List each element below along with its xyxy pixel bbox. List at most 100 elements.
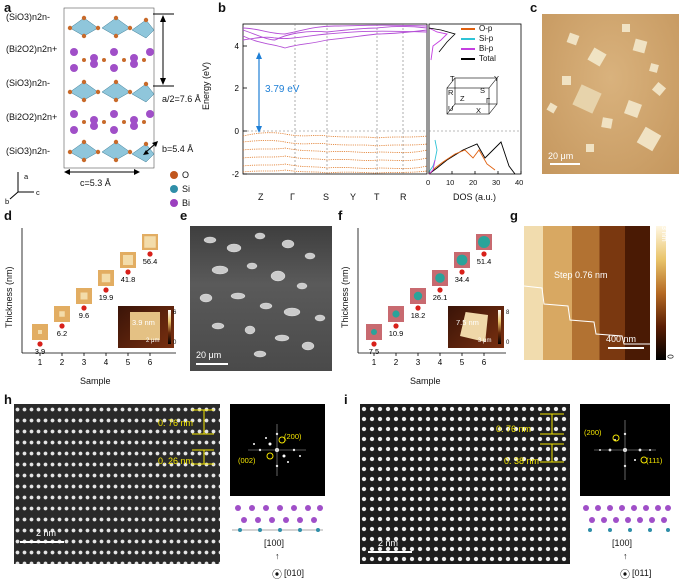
band-ylabel: Energy (eV) (201, 61, 211, 110)
panel-f-plot: 7.5 1 10.9 2 18.2 3 26.1 4 34.4 5 51.4 6 (357, 228, 506, 367)
panel-letter-h: h (4, 392, 12, 407)
panel-f-inset-flake (460, 312, 488, 342)
flake-shapes (546, 24, 667, 165)
panel-c-optical-image: 20 μm (542, 14, 679, 174)
thickness-label-6: 51.4 (477, 257, 492, 266)
panel-d-cb-max: 6 (173, 310, 177, 316)
thickness-label-2: 6.2 (57, 329, 67, 338)
sample-flake-2 (392, 310, 400, 318)
panel-d-xlabel: Sample (80, 376, 111, 386)
panel-letter-a: a (4, 0, 12, 15)
axis-label-a: a (24, 172, 29, 181)
legend-o: O (170, 168, 190, 182)
dos-legend-sip-label: Si-p (479, 34, 494, 43)
thickness-label-4: 26.1 (433, 293, 448, 302)
thickness-label-1: 3.9 (35, 347, 45, 356)
sample-tick-2: 2 (60, 358, 65, 367)
dos-tick-30: 30 (492, 178, 501, 187)
thickness-point-6 (147, 251, 153, 257)
thickness-point-4 (437, 287, 443, 293)
thickness-label-4: 19.9 (99, 293, 114, 302)
panel-a-crystal-structure: (SiO3)n2n- (Bi2O2)n2n+ (SiO3)n2n- (Bi2O2… (0, 0, 215, 208)
band-ytick-4: 4 (235, 42, 240, 51)
thickness-point-2 (59, 323, 65, 329)
band-ytick-neg2: -2 (232, 170, 240, 179)
panel-h-d1: 0. 76 nm (158, 418, 194, 428)
panel-i-hrtem: 0. 76 nm 0. 38 nm 2 nm (360, 404, 570, 564)
dos-legend-bip: Bi-p (461, 44, 496, 54)
layer-label-1: (SiO3)n2n- (6, 12, 51, 22)
band-ytick-2: 2 (235, 84, 240, 93)
panel-f-inset-colorbar (498, 310, 501, 344)
panel-i-annotations (368, 413, 564, 553)
bz-R: R (448, 88, 454, 97)
bz-S: S (480, 86, 486, 95)
layer-label-5: (SiO3)n2n- (6, 146, 51, 156)
thickness-label-5: 41.8 (121, 275, 136, 284)
brillouin-zone-diagram (446, 77, 498, 115)
sample-tick-5: 5 (126, 358, 131, 367)
bz-Z: Z (460, 94, 465, 103)
sample-tick-2: 2 (394, 358, 399, 367)
bz-Gamma: Γ (486, 96, 491, 105)
panel-h-d2: 0. 26 nm (158, 456, 194, 466)
sample-tick-4: 4 (104, 358, 109, 367)
thickness-point-1 (371, 341, 377, 347)
band-ytick-0: 0 (235, 127, 240, 136)
kpoint-Z: Z (258, 192, 264, 202)
layer-label-2: (Bi2O2)n2n+ (6, 44, 58, 54)
thickness-point-2 (393, 323, 399, 329)
panel-i-dir-top: [100] (612, 538, 633, 548)
band-dos-plot: 4 2 0 -2 (232, 23, 522, 179)
bz-U: U (448, 104, 454, 113)
panel-h-dir-top: [100] (264, 538, 285, 548)
sample-flake-5 (123, 255, 133, 265)
legend-si: Si (170, 182, 190, 196)
panel-letter-d: d (4, 208, 12, 223)
dos-legend-total-label: Total (479, 54, 496, 63)
panel-i-d1: 0. 76 nm (496, 424, 532, 434)
thickness-point-1 (37, 341, 43, 347)
panel-g-cb-max: 3 nm (660, 226, 667, 242)
panel-g-scale: 400 nm (606, 334, 637, 344)
step-profile-line (524, 285, 650, 349)
panel-d-inset-height: 3.9 nm (132, 318, 155, 327)
c-length-label: c=5.3 Å (80, 178, 111, 188)
thickness-point-3 (415, 305, 421, 311)
panel-f-cb-min: 0 (506, 340, 510, 346)
sample-flake-5 (456, 254, 468, 266)
b-arrow (143, 141, 158, 155)
panel-h-fft-200: (200) (284, 432, 302, 441)
sample-flake-4 (435, 273, 445, 283)
sample-tick-6: 6 (148, 358, 153, 367)
sample-flake-3 (80, 292, 88, 300)
panel-g-step-label: Step 0.76 nm (554, 270, 608, 280)
panel-g-afm-steps: Step 0.76 nm 400 nm (524, 226, 650, 360)
sample-tick-1: 1 (372, 358, 377, 367)
panel-e-scale: 20 μm (196, 350, 222, 360)
sample-flake-1 (371, 329, 377, 335)
bi-atom-icon (170, 199, 178, 207)
sample-flake-3 (413, 291, 423, 301)
kpoint-S: S (323, 192, 330, 202)
dos-xlabel: DOS (a.u.) (453, 192, 497, 202)
c-arrow (64, 169, 140, 175)
thickness-point-4 (103, 287, 109, 293)
thickness-point-3 (81, 305, 87, 311)
half-a-arrow (153, 13, 174, 87)
atom-legend: O Si Bi (170, 168, 190, 210)
panel-i-fft: (200) (111) (580, 404, 670, 496)
sample-tick-5: 5 (460, 358, 465, 367)
panel-letter-e: e (180, 208, 188, 223)
thickness-label-6: 56.4 (143, 257, 158, 266)
panel-f-inset-height: 7.5 nm (456, 318, 479, 327)
dos-legend-total: Total (461, 54, 496, 64)
dos-tick-0: 0 (426, 178, 431, 187)
sample-tick-4: 4 (438, 358, 443, 367)
kpoint-R: R (400, 192, 407, 202)
axis-triad (9, 172, 34, 200)
panel-d-thickness-chart: Thickness (nm) 3.9 1 6.2 2 9.6 3 19.9 4 41.8 5 56.… (0, 208, 180, 390)
b-length-label: b=5.4 Å (162, 144, 194, 154)
panel-h-fft-spots (248, 424, 306, 476)
panel-i-atomic-model (583, 505, 671, 532)
